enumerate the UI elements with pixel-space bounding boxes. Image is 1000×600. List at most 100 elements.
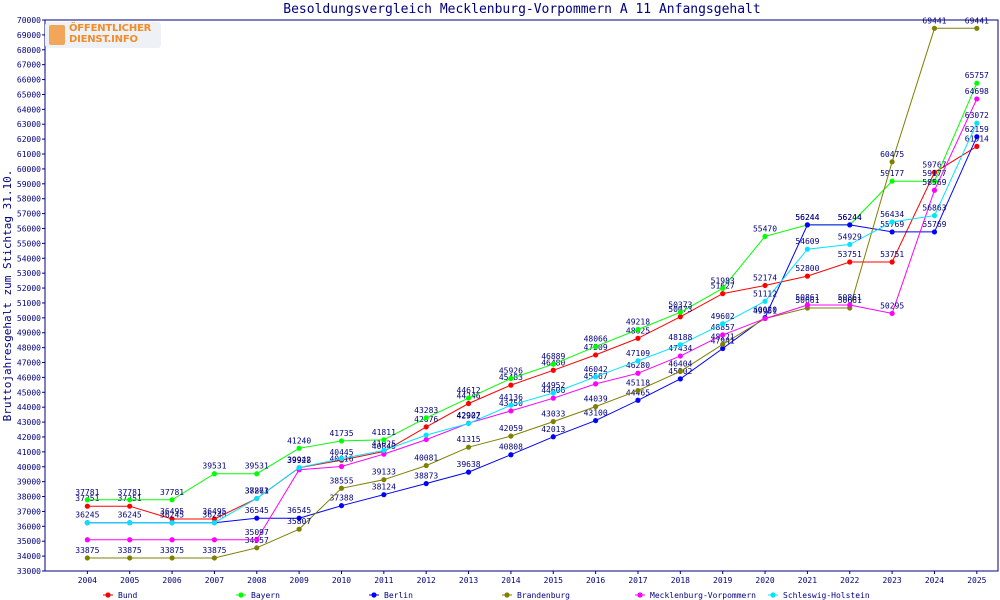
data-point [635, 387, 641, 394]
legend-marker [105, 592, 111, 598]
data-label: 49602 [711, 312, 735, 321]
data-point [720, 332, 726, 338]
data-label: 69441 [922, 16, 946, 25]
data-label: 33875 [202, 546, 226, 555]
data-point [84, 537, 90, 543]
data-point [127, 537, 133, 543]
series-schleswig-holstein: 38261 39942 42902 44136 44952 46042 47109 48188… [84, 111, 989, 526]
data-point [974, 134, 980, 140]
y-tick-label: 53000 [17, 269, 41, 278]
y-tick-label: 38000 [17, 493, 41, 502]
data-point [169, 555, 175, 561]
data-point [847, 222, 853, 228]
data-label: 59177 [880, 169, 904, 178]
series-line [87, 83, 978, 501]
series-line [87, 27, 977, 559]
data-point [508, 452, 514, 458]
y-tick-label: 51000 [17, 299, 41, 308]
data-label: 37781 [75, 488, 99, 497]
data-point [593, 381, 599, 387]
data-point [847, 241, 853, 248]
data-label: 45926 [499, 367, 523, 376]
data-point [211, 520, 218, 526]
y-tick-label: 48000 [17, 344, 41, 353]
series-line [87, 136, 978, 524]
y-tick-label: 60000 [17, 165, 41, 174]
data-label: 35807 [287, 517, 311, 526]
y-tick-label: 66000 [17, 76, 41, 85]
data-label: 38555 [329, 476, 353, 485]
data-point [593, 352, 599, 358]
data-label: 46404 [668, 359, 692, 368]
data-point [127, 555, 133, 561]
data-point [169, 497, 175, 503]
logo-icon [49, 25, 65, 45]
data-point [635, 370, 641, 376]
data-point [211, 516, 218, 522]
y-tick-label: 39000 [17, 478, 41, 487]
data-point [974, 25, 980, 31]
x-tick-label: 2009 [290, 576, 309, 585]
y-tick-label: 62000 [17, 135, 41, 144]
x-tick-label: 2008 [247, 576, 266, 585]
data-point [254, 495, 260, 502]
data-point [381, 451, 387, 457]
x-tick-label: 2010 [332, 576, 351, 585]
data-point [381, 492, 387, 498]
data-label: 44136 [499, 393, 523, 402]
data-point [254, 515, 260, 521]
data-point [804, 246, 811, 252]
data-point [508, 382, 514, 388]
data-label: 63072 [965, 111, 989, 120]
data-point [889, 159, 895, 165]
data-label: 45118 [626, 379, 650, 388]
data-label: 41735 [329, 429, 353, 438]
data-label: 41240 [287, 436, 311, 445]
data-point [423, 415, 429, 421]
x-tick-label: 2013 [459, 576, 478, 585]
data-label: 50020 [753, 306, 777, 315]
x-tick-label: 2022 [840, 576, 859, 585]
data-point [381, 447, 387, 454]
data-point [338, 463, 345, 470]
data-label: 36545 [287, 506, 311, 515]
y-tick-label: 56000 [17, 224, 41, 233]
data-point [465, 400, 472, 407]
data-label: 39928 [287, 456, 311, 465]
data-point [338, 456, 345, 462]
y-tick-label: 34000 [17, 552, 41, 561]
data-label: 50661 [838, 296, 862, 305]
legend-marker [637, 592, 643, 598]
data-point [720, 321, 726, 327]
data-point [127, 503, 133, 509]
data-label: 43033 [541, 410, 565, 419]
data-point [889, 178, 895, 184]
data-label: 47941 [711, 337, 735, 346]
data-label: 55769 [922, 220, 946, 229]
data-label: 39531 [202, 462, 226, 471]
data-point [84, 520, 90, 526]
data-point [254, 471, 260, 477]
y-tick-label: 63000 [17, 120, 41, 129]
x-tick-label: 2024 [925, 576, 944, 585]
data-point [296, 445, 302, 451]
data-label: 56244 [795, 213, 819, 222]
data-label: 37388 [329, 494, 353, 503]
y-tick-label: 67000 [17, 61, 41, 70]
data-point [974, 96, 980, 102]
data-point [635, 326, 641, 333]
data-point [720, 341, 726, 347]
data-point [296, 526, 302, 532]
y-tick-label: 36000 [17, 522, 41, 531]
data-point [931, 229, 938, 235]
data-point [84, 497, 90, 503]
data-label: 51983 [711, 276, 735, 285]
y-tick-label: 47000 [17, 359, 41, 368]
data-point [508, 375, 514, 382]
data-label: 50661 [795, 296, 819, 305]
data-point [338, 485, 345, 491]
x-tick-label: 2017 [628, 576, 647, 585]
x-tick-label: 2007 [205, 576, 224, 585]
data-label: 62159 [965, 125, 989, 134]
